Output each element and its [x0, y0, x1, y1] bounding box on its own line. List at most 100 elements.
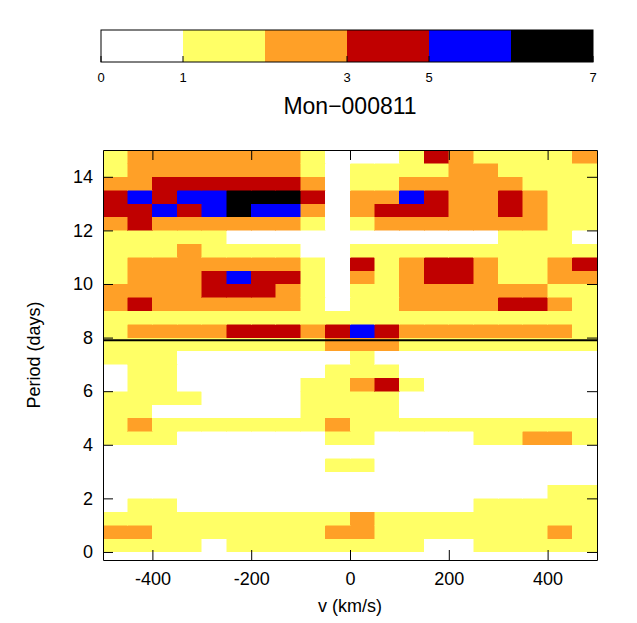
y-axis-right — [587, 151, 598, 561]
heatmap-cell — [548, 539, 573, 552]
heatmap-cell — [399, 284, 424, 297]
heatmap-cell — [548, 297, 573, 310]
heatmap-cell — [301, 257, 326, 270]
tick-label: 400 — [533, 569, 563, 589]
heatmap-cell — [177, 284, 202, 297]
heatmap-cell — [424, 378, 449, 391]
heatmap-cell — [251, 311, 276, 324]
tick-mark — [103, 445, 113, 446]
heatmap-cell — [548, 378, 573, 391]
heatmap-cell — [474, 217, 499, 230]
heatmap-cell — [128, 391, 153, 404]
heatmap-cell — [152, 177, 177, 190]
heatmap-cell — [399, 498, 424, 511]
heatmap-cell — [301, 204, 326, 217]
heatmap-cell — [325, 204, 350, 217]
heatmap-cell — [572, 458, 597, 471]
heatmap-cell — [375, 418, 400, 431]
tick-label: 10 — [73, 274, 93, 294]
heatmap-cell — [325, 525, 350, 538]
heatmap-cell — [498, 512, 523, 525]
heatmap-cell — [424, 391, 449, 404]
heatmap-cell — [152, 512, 177, 525]
heatmap-cell — [474, 311, 499, 324]
heatmap-cell — [375, 311, 400, 324]
heatmap-cell — [449, 512, 474, 525]
heatmap-cell — [177, 498, 202, 511]
heatmap-cell — [152, 525, 177, 538]
tick-mark — [103, 498, 113, 499]
heatmap-cell — [572, 230, 597, 243]
heatmap-cell — [128, 512, 153, 525]
heatmap-cell — [103, 150, 128, 163]
heatmap-cell — [276, 431, 301, 444]
heatmap-cell — [424, 244, 449, 257]
heatmap-cell — [128, 284, 153, 297]
heatmap-cell — [548, 458, 573, 471]
tick-mark — [350, 150, 351, 160]
heatmap-cell — [152, 418, 177, 431]
heatmap-cell — [325, 150, 350, 163]
heatmap-cell — [276, 539, 301, 552]
heatmap-cell — [202, 458, 227, 471]
tick-mark — [251, 550, 252, 560]
heatmap-cell — [227, 472, 252, 485]
heatmap-cell — [103, 284, 128, 297]
heatmap-cell — [498, 150, 523, 163]
heatmap-cell — [251, 512, 276, 525]
heatmap-cell — [202, 351, 227, 364]
heatmap-cell — [276, 351, 301, 364]
heatmap-cell — [523, 311, 548, 324]
heatmap-cell — [498, 485, 523, 498]
tick-mark — [587, 552, 597, 553]
heatmap-cell — [103, 512, 128, 525]
heatmap-cell — [202, 378, 227, 391]
heatmap-cell — [103, 364, 128, 377]
heatmap-cell — [572, 163, 597, 176]
heatmap-cell — [498, 230, 523, 243]
heatmap-cell — [103, 271, 128, 284]
heatmap-cell — [424, 324, 449, 337]
heatmap-cell — [572, 498, 597, 511]
heatmap-cell — [449, 431, 474, 444]
tick: 10 — [73, 274, 113, 294]
heatmap-cell — [548, 311, 573, 324]
heatmap-cell — [424, 485, 449, 498]
heatmap-cell — [449, 405, 474, 418]
heatmap-cell — [202, 405, 227, 418]
heatmap-cell — [301, 539, 326, 552]
heatmap-cell — [375, 431, 400, 444]
heatmap-cell — [548, 391, 573, 404]
heatmap-cell — [449, 458, 474, 471]
heatmap-cell — [424, 311, 449, 324]
tick: 0 — [345, 550, 355, 589]
tick — [587, 391, 597, 392]
heatmap-cell — [449, 378, 474, 391]
heatmap-cell — [548, 512, 573, 525]
heatmap-cell — [325, 405, 350, 418]
heatmap-cell — [572, 297, 597, 310]
y-axis-title: Period (days) — [24, 301, 44, 408]
heatmap-cell — [177, 217, 202, 230]
heatmap-cell — [449, 472, 474, 485]
heatmap-cell — [251, 458, 276, 471]
heatmap-cell — [350, 324, 375, 337]
heatmap-cell — [128, 311, 153, 324]
heatmap-cell — [375, 512, 400, 525]
heatmap-cell — [572, 378, 597, 391]
heatmap-cell — [375, 539, 400, 552]
heatmap-cell — [523, 163, 548, 176]
heatmap-cell — [128, 445, 153, 458]
heatmap-cell — [399, 525, 424, 538]
heatmap-cell — [301, 418, 326, 431]
heatmap-cell — [103, 391, 128, 404]
heatmap-cell — [301, 297, 326, 310]
heatmap-cell — [548, 431, 573, 444]
heatmap-cell — [251, 431, 276, 444]
heatmap-cell — [399, 311, 424, 324]
heatmap-cell — [424, 418, 449, 431]
heatmap-cell — [350, 311, 375, 324]
heatmap-cell — [350, 284, 375, 297]
tick — [587, 177, 597, 178]
heatmap-cell — [474, 539, 499, 552]
